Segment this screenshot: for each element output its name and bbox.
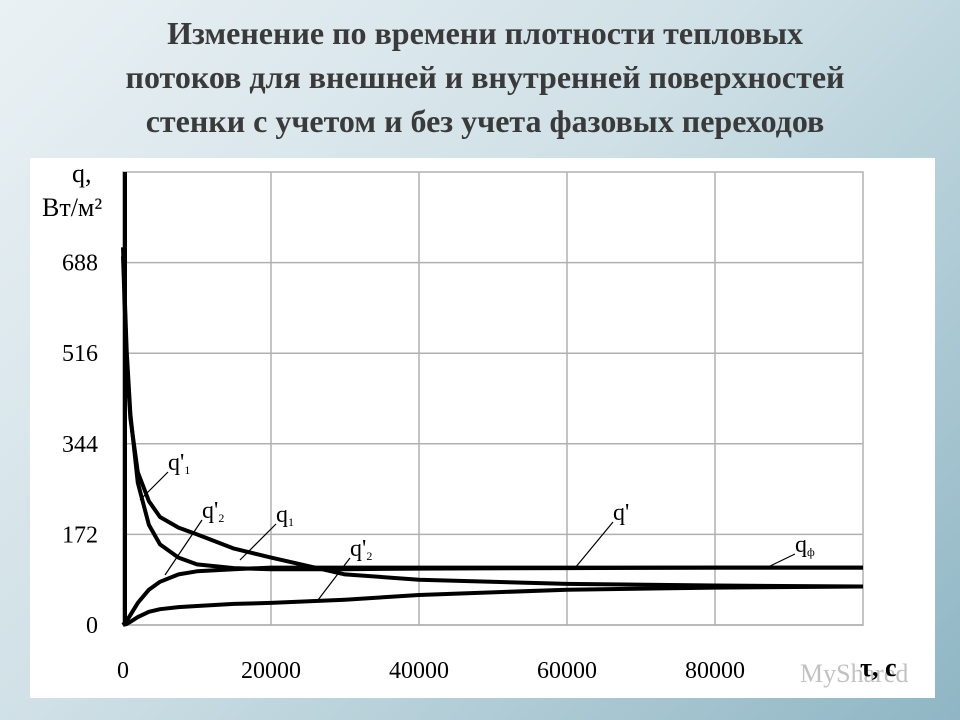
watermark: MyShared (800, 659, 908, 688)
annotation: qф (795, 532, 815, 559)
x-tick-label: 60000 (537, 658, 597, 684)
y-tick-label: 172 (62, 522, 98, 548)
y-axis-label: Вт/м² (42, 193, 102, 222)
x-tick-label: 80000 (685, 658, 745, 684)
chart-panel (30, 158, 935, 698)
annotation-leader (317, 557, 351, 601)
y-tick-label: 344 (62, 432, 98, 458)
annotation: q' (613, 500, 629, 526)
annotation-subscript: 1 (184, 463, 190, 477)
annotation: q1 (276, 502, 294, 529)
annotation-subscript: ф (807, 545, 815, 559)
x-tick-label: 40000 (389, 658, 449, 684)
annotation: q'2 (350, 536, 372, 563)
y-axis-label: q, (72, 159, 92, 188)
data-line (121, 256, 864, 589)
annotation-leader (574, 521, 614, 569)
annotation-leader (164, 519, 203, 576)
annotation-text: q' (168, 450, 184, 476)
x-axis-label: τ, с (860, 653, 897, 682)
y-tick-label: 688 (62, 251, 98, 277)
annotation-subscript: 1 (288, 515, 294, 529)
annotation-subscript: 2 (218, 511, 224, 525)
y-tick-label: 0 (86, 613, 98, 639)
annotation: q'1 (168, 450, 190, 477)
annotation-text: q (795, 532, 807, 558)
title-line: Изменение по времени плотности тепловых (167, 15, 803, 51)
annotation-leader (139, 471, 169, 501)
title-line: потоков для внешней и внутренней поверхн… (126, 59, 845, 95)
data-line (121, 565, 863, 627)
annotation-subscript: 2 (366, 549, 372, 563)
annotation-text: q' (350, 536, 366, 562)
data-line (122, 584, 864, 627)
x-tick-label: 0 (117, 658, 129, 684)
annotation-leader (767, 553, 796, 568)
y-tick-label: 516 (62, 341, 98, 367)
annotation-text: q' (613, 500, 629, 526)
title-line: стенки с учетом и без учета фазовых пере… (146, 103, 825, 139)
x-tick-label: 20000 (241, 658, 301, 684)
annotation-leader (239, 523, 277, 561)
annotation-text: q (276, 502, 288, 528)
annotation-text: q' (202, 498, 218, 524)
annotation: q'2 (202, 498, 224, 525)
